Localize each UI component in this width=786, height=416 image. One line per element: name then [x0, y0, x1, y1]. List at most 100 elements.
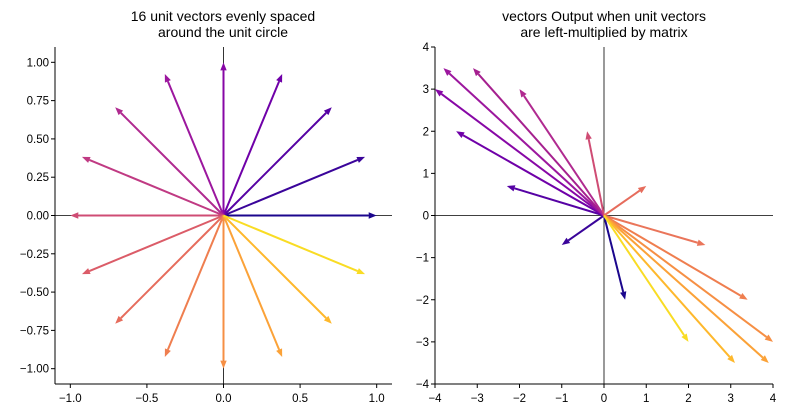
vector-arrow — [223, 212, 377, 219]
vector-shaft — [587, 138, 605, 216]
x-tick-label: 1.0 — [369, 393, 385, 405]
vector-arrow — [603, 214, 769, 363]
vector-shaft — [120, 112, 225, 217]
vector-arrow — [222, 107, 332, 217]
vector-arrow — [603, 214, 689, 342]
x-tick-label: 1 — [643, 393, 649, 405]
vector-head — [473, 68, 481, 77]
y-tick-label: −0.75 — [20, 325, 49, 337]
vector-head — [739, 292, 748, 300]
y-tick-label: 1 — [423, 168, 429, 180]
x-tick-label: −0.5 — [136, 393, 159, 405]
vector-shaft — [88, 214, 224, 273]
vector-shaft — [222, 215, 281, 351]
vector-head — [115, 107, 124, 116]
vector-arrow — [473, 68, 605, 217]
y-tick-label: −1 — [416, 253, 429, 265]
x-tick-label: 0 — [601, 393, 607, 405]
vector-arrow — [223, 214, 366, 275]
vector-shaft — [222, 112, 327, 217]
x-tick-label: −4 — [428, 393, 442, 405]
vector-head — [681, 333, 689, 342]
vector-head — [760, 355, 769, 363]
x-tick-label: 0.0 — [216, 393, 232, 405]
vector-shaft — [166, 215, 225, 351]
vector-shaft — [523, 95, 605, 217]
vector-shaft — [223, 214, 359, 273]
vector-shaft — [222, 80, 281, 216]
vector-head — [276, 348, 283, 358]
y-tick-label: 0.25 — [27, 172, 49, 184]
vector-head — [764, 334, 773, 342]
y-tick-label: −4 — [416, 379, 430, 391]
vector-shaft — [603, 215, 625, 293]
vector-head — [356, 156, 366, 163]
y-tick-label: −2 — [416, 295, 429, 307]
vector-arrow — [585, 131, 605, 216]
vector-head — [323, 107, 332, 116]
chart-title-line: around the unit circle — [158, 24, 288, 40]
vector-arrow — [220, 62, 227, 216]
vector-arrow — [443, 68, 605, 217]
vector-head — [115, 315, 124, 324]
vector-head — [443, 68, 452, 76]
y-tick-label: 2 — [423, 126, 429, 138]
vector-head — [81, 268, 91, 275]
x-tick-label: −1 — [555, 393, 568, 405]
vector-shaft — [603, 189, 641, 217]
vector-shaft — [448, 72, 605, 217]
y-tick-label: −0.50 — [20, 287, 49, 299]
vector-head — [696, 239, 706, 246]
vector-head — [456, 131, 465, 138]
vector-head — [81, 156, 91, 163]
vector-arrow — [603, 186, 647, 217]
vector-shaft — [603, 214, 742, 297]
vector-head — [276, 73, 283, 83]
vector-head — [164, 348, 171, 358]
vector-shaft — [603, 214, 764, 359]
vector-head — [220, 62, 227, 71]
vector-shaft — [440, 93, 605, 217]
chart-title-line: 16 unit vectors evenly spaced — [131, 8, 315, 24]
vector-shaft — [222, 214, 327, 319]
vector-arrow — [561, 214, 605, 245]
vector-head — [70, 212, 79, 219]
x-tick-label: −1.0 — [59, 393, 82, 405]
vector-arrow — [81, 156, 224, 217]
vector-arrow — [506, 185, 605, 217]
vector-head — [435, 89, 444, 97]
y-tick-label: 0.75 — [27, 96, 49, 108]
y-tick-label: 0.00 — [27, 211, 49, 223]
vector-shaft — [166, 80, 225, 216]
vector-arrow — [222, 73, 283, 216]
y-tick-label: 0.50 — [27, 134, 49, 146]
chart-title-line: are left-multiplied by matrix — [520, 24, 687, 40]
x-tick-label: −3 — [471, 393, 484, 405]
x-tick-label: −2 — [513, 393, 526, 405]
vector-arrow — [164, 215, 225, 358]
vector-arrow — [220, 215, 227, 369]
vector-head — [220, 360, 227, 369]
vector-head — [561, 237, 571, 245]
y-tick-label: −1.00 — [20, 364, 49, 376]
vector-head — [164, 73, 171, 83]
vector-arrow — [222, 214, 332, 324]
x-tick-label: 2 — [685, 393, 691, 405]
vector-shaft — [223, 158, 359, 217]
vector-arrow — [603, 214, 735, 363]
y-tick-label: 3 — [423, 84, 429, 96]
y-tick-label: 0 — [423, 211, 429, 223]
x-tick-label: 3 — [728, 393, 734, 405]
vector-arrow — [223, 156, 366, 217]
vector-arrow — [115, 214, 225, 324]
x-tick-label: 0.5 — [292, 393, 308, 405]
vector-shaft — [603, 214, 685, 336]
vector-head — [368, 212, 377, 219]
vector-shaft — [603, 214, 731, 358]
vector-shaft — [603, 214, 698, 244]
vector-shaft — [567, 214, 605, 242]
vector-arrow — [603, 214, 706, 246]
vector-shaft — [603, 214, 768, 338]
vector-arrow — [115, 107, 225, 217]
